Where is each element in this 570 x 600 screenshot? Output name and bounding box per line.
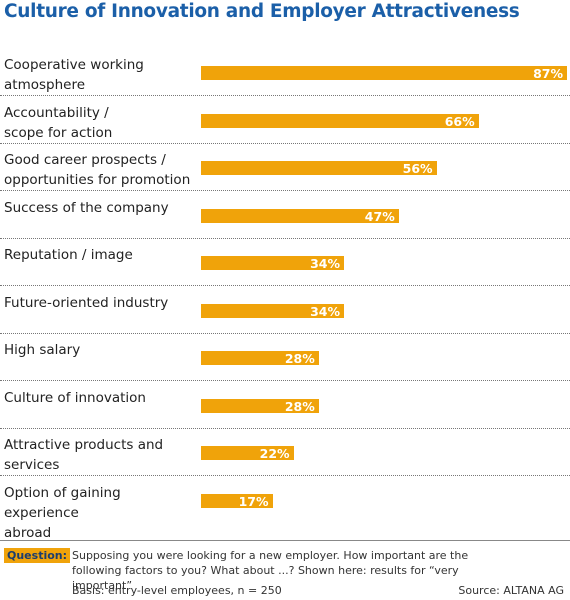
category-label: Future-oriented industry: [4, 294, 169, 311]
bar: [201, 351, 319, 365]
row-separator: [0, 427, 570, 429]
category-label: Reputation / image: [4, 247, 133, 263]
value-label: 47%: [364, 208, 395, 224]
value-label: 87%: [533, 66, 563, 81]
bar: [201, 256, 345, 270]
bar: [201, 446, 294, 460]
value-label: 56%: [402, 161, 433, 176]
value-label: 34%: [310, 256, 341, 271]
row-separator: [0, 475, 570, 476]
category-label: Accountability / scope for action: [4, 104, 113, 141]
category-label: Good career prospects / opportunities fo…: [4, 152, 191, 188]
category-label: High salary: [4, 342, 81, 358]
category-label: Attractive products and services: [4, 437, 164, 473]
category-label: Cooperative working atmosphere: [4, 57, 144, 93]
row-separator: [0, 285, 570, 286]
bar: [201, 303, 345, 318]
footer-rule: [0, 540, 570, 541]
bar: [201, 113, 479, 128]
value-label: 66%: [444, 113, 475, 129]
bar: [201, 398, 319, 413]
basis: Basis: entry-level employees, n = 250: [72, 584, 282, 597]
value-label: 22%: [259, 446, 290, 461]
row-separator: [0, 237, 570, 239]
value-label: 28%: [284, 351, 315, 366]
row-separator: [0, 142, 570, 144]
source: Source: ALTANA AG: [458, 584, 564, 597]
question-text: Supposing you were looking for a new emp…: [72, 549, 469, 592]
category-label: Option of gaining experience abroad: [4, 484, 121, 541]
row-separator: [0, 95, 570, 96]
bar: [201, 493, 273, 508]
row-separator: [0, 190, 570, 191]
question-label: Question:: [4, 548, 71, 563]
bar: [201, 161, 437, 175]
value-label: 34%: [310, 303, 341, 319]
value-label: 17%: [238, 493, 269, 509]
row-separator: [0, 332, 570, 334]
row-separator: [0, 380, 570, 381]
bar: [201, 66, 567, 80]
category-label: Culture of innovation: [4, 389, 146, 406]
bar: [201, 208, 399, 223]
value-label: 28%: [284, 398, 315, 414]
chart-title: Culture of Innovation and Employer Attra…: [4, 1, 520, 22]
category-label: Success of the company: [4, 199, 169, 216]
